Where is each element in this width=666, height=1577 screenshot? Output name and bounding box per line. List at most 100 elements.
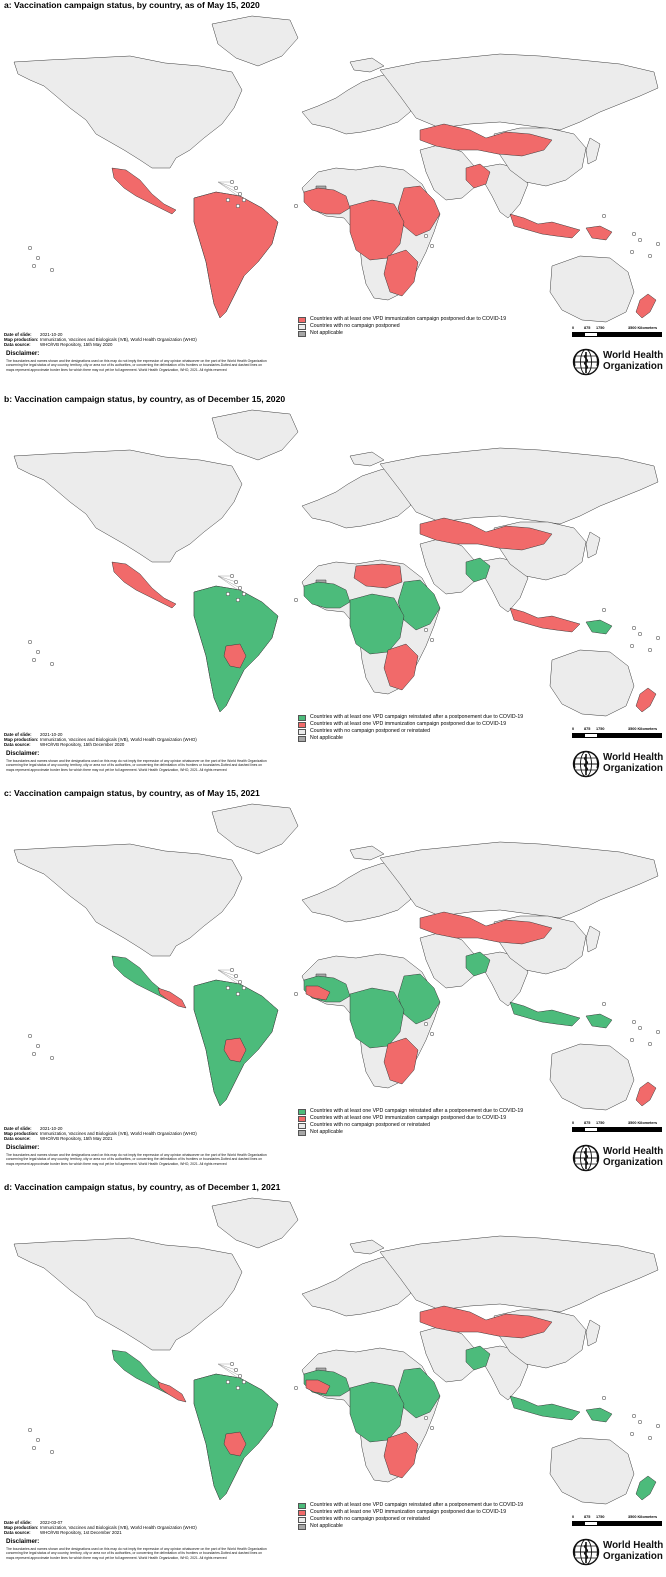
source-value: WHO/IVB Repository, 15th May 2020 bbox=[40, 342, 113, 347]
region-central-america bbox=[157, 1381, 187, 1403]
scale-label: 1750 bbox=[596, 326, 605, 330]
date-value: 2021-10-20 bbox=[40, 1126, 63, 1131]
island-marker bbox=[241, 197, 247, 203]
island-marker bbox=[655, 1029, 661, 1035]
island-marker bbox=[235, 597, 241, 603]
landmass-russia bbox=[379, 447, 659, 525]
island-marker bbox=[49, 661, 55, 667]
source-label: Data source: bbox=[4, 742, 31, 747]
island-marker bbox=[237, 1373, 243, 1379]
scale-bar: 0 875 1750 3500 Kilometers bbox=[572, 1121, 662, 1133]
date-value: 2022-03-07 bbox=[40, 1520, 63, 1525]
source-label: Data source: bbox=[4, 342, 31, 347]
island-marker bbox=[647, 1435, 653, 1441]
region-southern-africa bbox=[383, 249, 419, 297]
island-marker bbox=[423, 627, 429, 633]
island-marker bbox=[655, 1423, 661, 1429]
legend-swatch bbox=[298, 1115, 306, 1122]
region-central-america bbox=[157, 987, 187, 1009]
landmass-greenland bbox=[211, 803, 299, 855]
region-east-africa bbox=[397, 579, 441, 631]
legend-label: Not applicable bbox=[310, 330, 343, 336]
scale-label: 875 bbox=[584, 1515, 591, 1519]
island-marker bbox=[229, 179, 235, 185]
panel-title: b: Vaccination campaign status, by count… bbox=[4, 394, 286, 404]
source-value: WHO/IVB Repository, 15th May 2021 bbox=[40, 1136, 113, 1141]
scale-label: 3500 Kilometers bbox=[628, 326, 658, 330]
who-name-line1: World Health bbox=[603, 752, 664, 763]
callout-lines bbox=[217, 181, 245, 201]
island-marker bbox=[429, 637, 435, 643]
island-marker bbox=[31, 1445, 37, 1451]
legend-item: Not applicable bbox=[298, 1129, 523, 1136]
who-name-line1: World Health bbox=[603, 1540, 664, 1551]
scale-label: 3500 Kilometers bbox=[628, 1515, 658, 1519]
scale-label: 3500 Kilometers bbox=[628, 1121, 658, 1125]
landmass-japan bbox=[585, 137, 601, 165]
legend-label: Countries with no campaign postponed bbox=[310, 323, 400, 329]
world-map bbox=[13, 803, 661, 1111]
island-marker bbox=[237, 585, 243, 591]
island-marker bbox=[647, 1041, 653, 1047]
date-label: Date of slide: bbox=[4, 1126, 32, 1131]
date-label: Date of slide: bbox=[4, 332, 32, 337]
island-marker bbox=[35, 1043, 41, 1049]
island-marker bbox=[629, 1431, 635, 1437]
island-marker bbox=[629, 249, 635, 255]
region-east-africa bbox=[397, 973, 441, 1025]
scale-label: 0 bbox=[572, 1121, 575, 1125]
legend-item: Countries with at least one VPD immuniza… bbox=[298, 316, 506, 323]
region-west-africa bbox=[303, 187, 351, 215]
legend-swatch bbox=[298, 1122, 306, 1129]
island-marker bbox=[235, 203, 241, 209]
island-marker bbox=[631, 1019, 637, 1025]
region-guinea-coast bbox=[305, 1379, 331, 1395]
disclaimer-title: Disclaimer: bbox=[6, 350, 40, 357]
scale-label: 0 bbox=[572, 326, 575, 330]
source-value: WHO/IVB Repository, 1st December 2021 bbox=[40, 1530, 122, 1535]
legend-item: Not applicable bbox=[298, 330, 506, 337]
callout-lines bbox=[217, 969, 245, 989]
island-marker bbox=[241, 591, 247, 597]
landmass-russia bbox=[379, 841, 659, 919]
legend-swatch bbox=[298, 1516, 306, 1523]
landmass-australia bbox=[549, 255, 635, 323]
scale-label: 0 bbox=[572, 727, 575, 731]
legend-swatch bbox=[298, 735, 306, 742]
landmass-greenland-arctic bbox=[349, 845, 385, 861]
who-emblem-icon bbox=[572, 1144, 600, 1172]
source-label: Data source: bbox=[4, 1530, 31, 1535]
date-label: Date of slide: bbox=[4, 1520, 32, 1525]
legend-swatch bbox=[298, 316, 306, 323]
legend-item: Countries with at least one VPD campaign… bbox=[298, 1502, 523, 1509]
who-name-line1: World Health bbox=[603, 350, 664, 361]
landmass-greenland-arctic bbox=[349, 1239, 385, 1255]
scale-label: 1750 bbox=[596, 727, 605, 731]
scale-bar: 0 875 1750 3500 Kilometers bbox=[572, 1515, 662, 1527]
production-label: Map production: bbox=[4, 737, 39, 742]
island-marker bbox=[27, 1427, 33, 1433]
region-southern-africa bbox=[383, 1431, 419, 1479]
landmass-russia bbox=[379, 53, 659, 131]
legend-label: Countries with at least one VPD campaign… bbox=[310, 1502, 524, 1508]
legend-item: Not applicable bbox=[298, 1523, 523, 1530]
legend-label: Countries with at least one VPD immuniza… bbox=[310, 1115, 507, 1121]
who-name-line2: Organization bbox=[603, 360, 663, 372]
landmass-japan bbox=[585, 1319, 601, 1347]
island-marker bbox=[229, 967, 235, 973]
island-marker bbox=[35, 649, 41, 655]
landmass-greenland-arctic bbox=[349, 451, 385, 467]
island-marker bbox=[423, 1021, 429, 1027]
who-name-line2: Organization bbox=[603, 762, 663, 774]
region-pakistan bbox=[465, 951, 491, 977]
legend-label: Not applicable bbox=[310, 1523, 343, 1529]
legend-label: Countries with no campaign postponed or … bbox=[310, 1122, 430, 1128]
region-png bbox=[585, 1013, 613, 1029]
island-marker bbox=[293, 597, 299, 603]
region-southern-africa bbox=[383, 643, 419, 691]
region-mexico-ca bbox=[111, 561, 177, 609]
callout-lines bbox=[217, 575, 245, 595]
island-marker bbox=[225, 985, 231, 991]
disclaimer-title: Disclaimer: bbox=[6, 1144, 40, 1151]
island-marker bbox=[229, 1361, 235, 1367]
